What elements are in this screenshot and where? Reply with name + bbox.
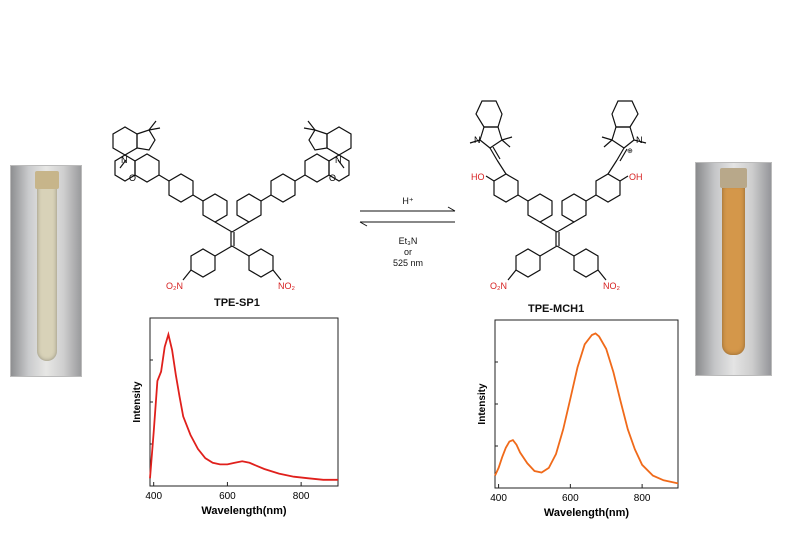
right-phenyl-lower-right <box>573 248 599 278</box>
left-vial-tube <box>37 176 57 361</box>
left-nitro-left: O₂N <box>166 281 183 291</box>
reverse-condition-1: Et₃N <box>398 236 418 246</box>
left-emission-chart: 400 600 800 Wavelength(nm) Intensity <box>132 317 339 517</box>
left-o-label-right: O <box>329 173 336 183</box>
left-chromene-left <box>134 153 160 183</box>
x-tick-label: 800 <box>634 493 651 504</box>
x-tick-label: 600 <box>562 493 579 504</box>
left-n-label-left: N <box>121 155 128 165</box>
right-nitro-right: NO₂ <box>603 281 621 291</box>
right-nitro-left: O₂N <box>490 281 507 291</box>
left-n-label-right: N <box>335 155 342 165</box>
plot-frame <box>494 319 679 489</box>
x-axis-label: Wavelength(nm) <box>201 505 286 517</box>
left-vial-cap <box>35 171 59 189</box>
left-o-label-left: O <box>129 173 136 183</box>
left-indoline-right <box>326 126 352 156</box>
x-tick-label: 600 <box>219 491 236 502</box>
left-nitro-right: NO₂ <box>278 281 296 291</box>
left-phenyl-outer-right <box>270 173 296 203</box>
reverse-condition-3: 525 nm <box>392 258 424 268</box>
y-axis-label: Intensity <box>132 381 143 423</box>
right-indolium-left <box>475 100 503 128</box>
left-chromene-right <box>304 153 330 183</box>
left-compound-name: TPE-SP1 <box>214 297 260 309</box>
x-tick-label: 400 <box>490 493 507 504</box>
right-n-label-right: N <box>636 135 643 145</box>
right-phenyl-lower-left <box>515 248 541 278</box>
right-phenol-right <box>595 173 621 203</box>
right-plus-right: ⊕ <box>627 148 633 155</box>
right-emission-chart: 400 600 800 Wavelength(nm) Intensity <box>477 319 679 519</box>
left-phenyl-lower-right <box>248 248 274 278</box>
right-vial-tube <box>722 185 745 355</box>
reverse-condition-2: or <box>403 247 412 257</box>
x-axis-label: Wavelength(nm) <box>544 507 629 519</box>
left-phenyl-upper-right <box>236 193 262 223</box>
right-indolium-right <box>611 100 639 128</box>
right-hydroxy-left: HO <box>471 172 485 182</box>
emission-curve <box>494 332 679 485</box>
right-phenol-left <box>493 173 519 203</box>
left-indoline-left <box>112 126 138 156</box>
left-phenyl-lower-left <box>190 248 216 278</box>
right-hydroxy-right: OH <box>629 172 643 182</box>
x-tick-label: 800 <box>293 491 310 502</box>
right-n-label-left: N <box>474 135 481 145</box>
right-vial-photo <box>695 162 772 376</box>
left-phenyl-upper-left <box>202 193 228 223</box>
left-phenyl-outer-left <box>168 173 194 203</box>
emission-curve <box>149 331 338 481</box>
right-phenyl-upper-right <box>561 193 587 223</box>
y-axis-label: Intensity <box>477 383 488 425</box>
right-phenyl-upper-left <box>527 193 553 223</box>
right-vial-cap <box>720 168 747 188</box>
forward-condition: H⁺ <box>402 196 414 206</box>
right-compound-name: TPE-MCH1 <box>528 303 585 315</box>
x-tick-label: 400 <box>145 491 162 502</box>
left-vial-photo <box>10 165 82 377</box>
